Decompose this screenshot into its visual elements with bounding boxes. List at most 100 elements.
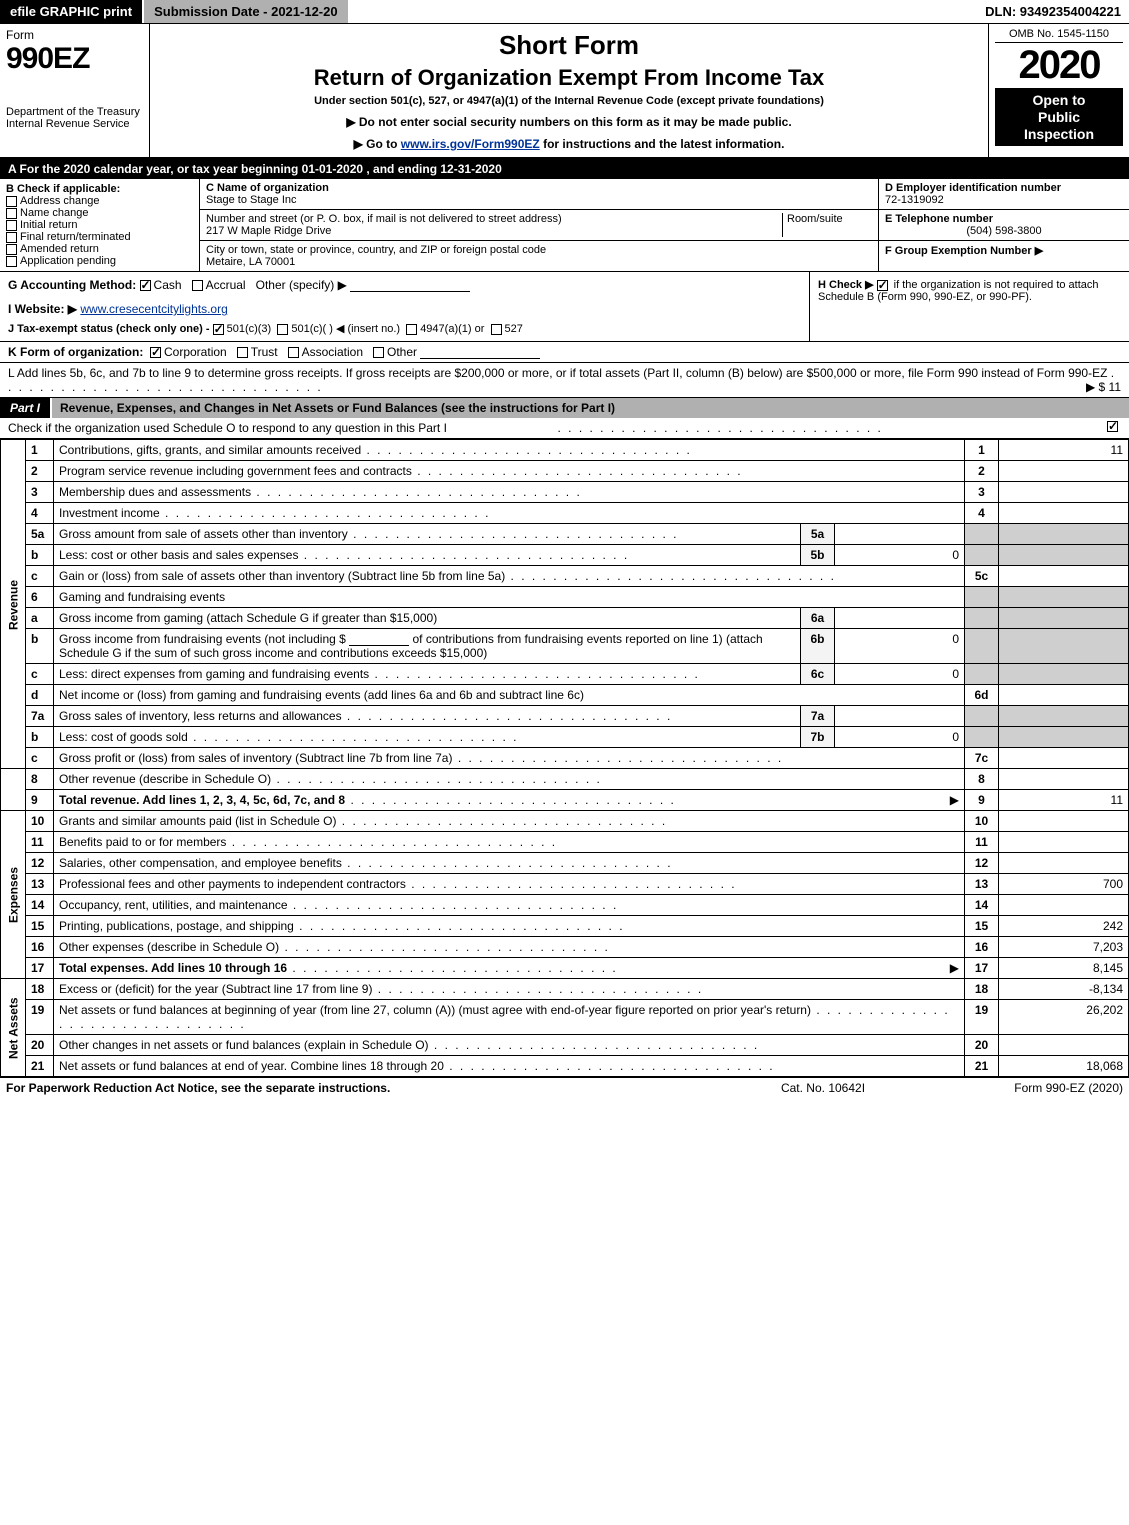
open-public-2: Public xyxy=(997,109,1121,126)
r12-n: 12 xyxy=(26,853,54,874)
r5c-ln: 5c xyxy=(965,566,999,587)
chk-cash[interactable] xyxy=(140,280,151,291)
r3-ln: 3 xyxy=(965,482,999,503)
row-1: Revenue 1 Contributions, gifts, grants, … xyxy=(1,440,1129,461)
k-assoc: Association xyxy=(302,345,363,359)
r5a-n: 5a xyxy=(26,524,54,545)
r6-shade1 xyxy=(965,587,999,608)
r6b-n: b xyxy=(26,629,54,664)
lines-table: Revenue 1 Contributions, gifts, grants, … xyxy=(0,439,1129,1077)
r10-n: 10 xyxy=(26,811,54,832)
phone-cell: E Telephone number (504) 598-3800 xyxy=(879,210,1129,241)
r20-n: 20 xyxy=(26,1035,54,1056)
r14-ln: 14 xyxy=(965,895,999,916)
r7b-shade1 xyxy=(965,727,999,748)
org-name: Stage to Stage Inc xyxy=(206,194,297,206)
section-b-title: B Check if applicable: xyxy=(6,183,193,195)
chk-h[interactable] xyxy=(877,280,888,291)
chk-501c3[interactable] xyxy=(213,324,224,335)
j-label: J Tax-exempt status (check only one) - xyxy=(8,323,210,335)
part1-title: Revenue, Expenses, and Changes in Net As… xyxy=(52,398,1129,418)
chk-name-change[interactable]: Name change xyxy=(6,207,193,219)
top-bar: efile GRAPHIC print Submission Date - 20… xyxy=(0,0,1129,24)
k-other-blank[interactable] xyxy=(420,347,540,359)
chk-final-return[interactable]: Final return/terminated xyxy=(6,231,193,243)
form-number: 990EZ xyxy=(6,42,143,76)
r13-ln: 13 xyxy=(965,874,999,895)
r7a-shade2 xyxy=(999,706,1129,727)
chk-schedule-o[interactable] xyxy=(1107,421,1118,432)
row-12: 12 Salaries, other compensation, and emp… xyxy=(1,853,1129,874)
r6c-sn: 6c xyxy=(801,664,835,685)
topbar-spacer xyxy=(350,0,978,23)
goto-link[interactable]: www.irs.gov/Form990EZ xyxy=(401,137,540,151)
r21-d: Net assets or fund balances at end of ye… xyxy=(59,1059,444,1073)
open-public-3: Inspection xyxy=(997,126,1121,143)
r17-n: 17 xyxy=(26,958,54,979)
r16-v: 7,203 xyxy=(999,937,1129,958)
r15-v: 242 xyxy=(999,916,1129,937)
r16-n: 16 xyxy=(26,937,54,958)
goto-suffix: for instructions and the latest informat… xyxy=(543,137,784,151)
submission-date-button[interactable]: Submission Date - 2021-12-20 xyxy=(144,0,350,23)
row-6b: b Gross income from fundraising events (… xyxy=(1,629,1129,664)
k-line: K Form of organization: Corporation Trus… xyxy=(0,342,1129,363)
chk-trust[interactable] xyxy=(237,347,248,358)
r1-d: Contributions, gifts, grants, and simila… xyxy=(59,443,361,457)
ein-value: 72-1319092 xyxy=(885,194,944,206)
side-netassets: Net Assets xyxy=(1,979,26,1077)
r5b-d: Less: cost or other basis and sales expe… xyxy=(59,548,298,562)
row-3: 3 Membership dues and assessments 3 xyxy=(1,482,1129,503)
chk-initial-return[interactable]: Initial return xyxy=(6,219,193,231)
r6-n: 6 xyxy=(26,587,54,608)
r6a-n: a xyxy=(26,608,54,629)
r6d-d: Net income or (loss) from gaming and fun… xyxy=(59,688,584,702)
g-label: G Accounting Method: xyxy=(8,278,136,292)
g-cash: Cash xyxy=(154,278,182,292)
r11-v xyxy=(999,832,1129,853)
r6d-ln: 6d xyxy=(965,685,999,706)
chk-accrual[interactable] xyxy=(192,280,203,291)
r6c-n: c xyxy=(26,664,54,685)
chk-application-pending[interactable]: Application pending xyxy=(6,255,193,267)
r6c-d: Less: direct expenses from gaming and fu… xyxy=(59,667,369,681)
r6b-blank[interactable] xyxy=(349,634,409,646)
r6b-sn: 6b xyxy=(801,629,835,664)
chk-other-org[interactable] xyxy=(373,347,384,358)
i-label: I Website: ▶ xyxy=(8,302,77,316)
r7b-shade2 xyxy=(999,727,1129,748)
footer-left: For Paperwork Reduction Act Notice, see … xyxy=(6,1081,723,1095)
efile-print-button[interactable]: efile GRAPHIC print xyxy=(0,0,144,23)
r1-ln: 1 xyxy=(965,440,999,461)
open-public-badge: Open to Public Inspection xyxy=(995,88,1123,146)
r7a-d: Gross sales of inventory, less returns a… xyxy=(59,709,342,723)
r10-v xyxy=(999,811,1129,832)
chk-corp[interactable] xyxy=(150,347,161,358)
r5c-n: c xyxy=(26,566,54,587)
part1-band: Part I Revenue, Expenses, and Changes in… xyxy=(0,398,1129,418)
website-link[interactable]: www.cresecentcitylights.org xyxy=(80,302,227,316)
chk-assoc[interactable] xyxy=(288,347,299,358)
r6b-shade1 xyxy=(965,629,999,664)
r1-v: 11 xyxy=(999,440,1129,461)
r6d-n: d xyxy=(26,685,54,706)
room-label: Room/suite xyxy=(782,213,872,237)
side-expenses: Expenses xyxy=(1,811,26,979)
r20-ln: 20 xyxy=(965,1035,999,1056)
chk-4947[interactable] xyxy=(406,324,417,335)
r11-ln: 11 xyxy=(965,832,999,853)
chk-amended-return[interactable]: Amended return xyxy=(6,243,193,255)
chk-527[interactable] xyxy=(491,324,502,335)
chk-address-change[interactable]: Address change xyxy=(6,195,193,207)
r15-n: 15 xyxy=(26,916,54,937)
row-6c: c Less: direct expenses from gaming and … xyxy=(1,664,1129,685)
short-form-title: Short Form xyxy=(158,30,980,61)
chk-501c[interactable] xyxy=(277,324,288,335)
r2-ln: 2 xyxy=(965,461,999,482)
header-right: OMB No. 1545-1150 2020 Open to Public In… xyxy=(989,24,1129,157)
r3-n: 3 xyxy=(26,482,54,503)
r16-ln: 16 xyxy=(965,937,999,958)
city-value: Metaire, LA 70001 xyxy=(206,256,295,268)
r7b-sv: 0 xyxy=(835,727,965,748)
g-other-blank[interactable] xyxy=(350,280,470,292)
